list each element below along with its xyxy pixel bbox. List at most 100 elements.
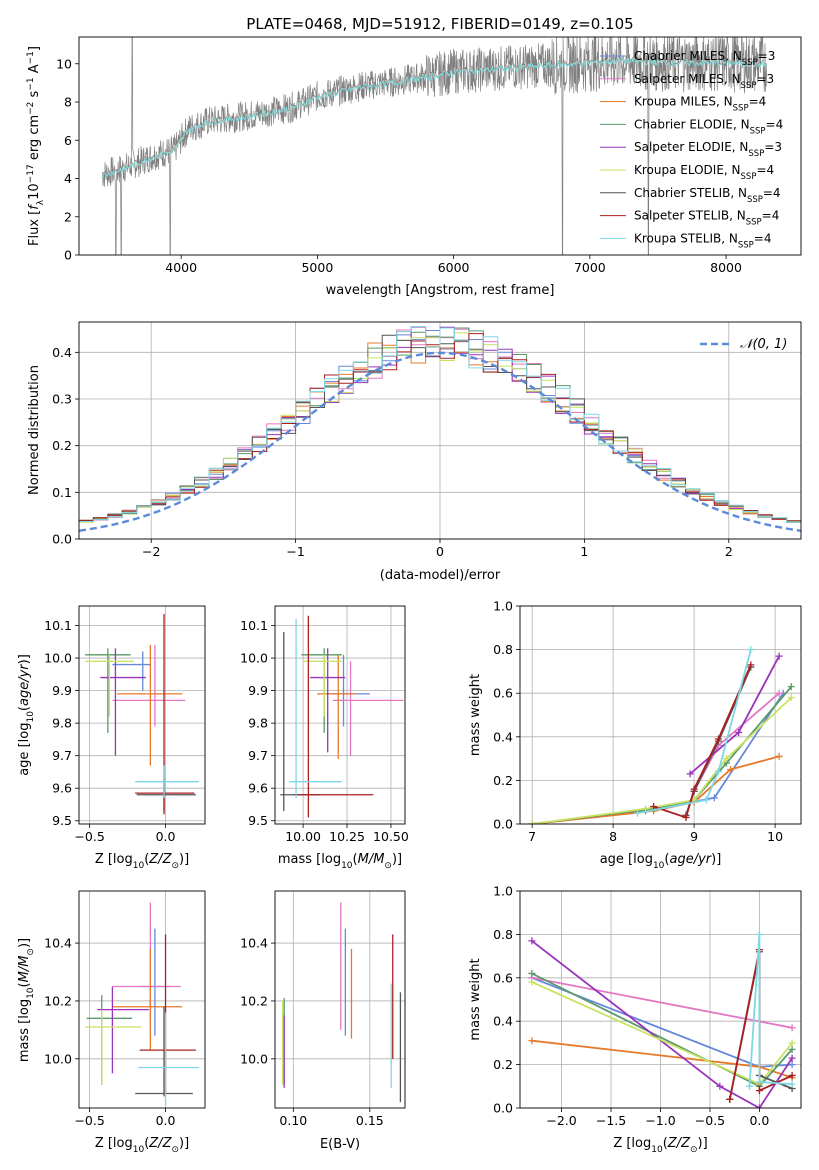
weight-marker xyxy=(755,930,763,938)
legend-entry-value: =4 xyxy=(763,186,781,200)
mass-z-ylabel: mass [log10(M/M⊙)] xyxy=(17,938,36,1062)
residuals-xtick-label: 0 xyxy=(436,544,444,559)
age-mass-xtick-label: 10.25 xyxy=(329,829,365,844)
mass-z-ytick-label: 10.4 xyxy=(44,936,72,951)
weight-z-ytick-label: 0.4 xyxy=(493,1014,513,1029)
residuals-ytick-label: 0.2 xyxy=(52,438,72,453)
legend-entry: Salpeter MILES, NSSP=3 xyxy=(634,72,774,91)
legend-entry-value: =4 xyxy=(754,231,772,245)
residuals-frame xyxy=(78,321,802,540)
weight-z-plot-area xyxy=(528,930,796,1108)
mass-z-ylabel-part: )] xyxy=(17,938,32,948)
legend-entry-name: Salpeter ELODIE, N xyxy=(634,140,748,154)
weight-marker xyxy=(747,661,755,669)
mass-ebv-ytick-label: 10.4 xyxy=(240,936,268,951)
weight-marker xyxy=(722,755,730,763)
mass-ebv-panel: 0.10 0.15 10.0 10.2 10.4 xyxy=(240,890,406,1128)
age-mass-panel: 10.00 10.25 10.50 9.5 9.6 9.7 9.8 9.9 10.0 10.1 ma… xyxy=(240,605,409,871)
spectrum-xtick-label: 5000 xyxy=(301,260,333,275)
age-mass-ytick-label: 9.7 xyxy=(248,748,268,763)
spectrum-ylabel-part: s xyxy=(27,90,42,101)
legend-entry-name: Kroupa ELODIE, N xyxy=(634,163,741,177)
weight-age-ytick-label: 1.0 xyxy=(493,599,513,614)
age-z-ytick-label: 9.6 xyxy=(52,781,72,796)
weight-marker xyxy=(726,1095,734,1103)
spectrum-ylabel-part: −1 xyxy=(26,77,36,90)
age-mass-xlabel-part: ( xyxy=(353,852,358,867)
normal-curve xyxy=(79,351,801,532)
age-z-xlabel-part: )] xyxy=(179,852,189,867)
age-z-xtick-label: 0.0 xyxy=(156,829,176,844)
weight-line xyxy=(531,692,784,824)
spectrum-ylabel-part: A xyxy=(27,64,42,77)
mass-ebv-xtick-label: 0.15 xyxy=(356,1113,384,1128)
spectrum-ytick-label: 8 xyxy=(64,95,72,110)
age-mass-plot-area xyxy=(280,615,404,818)
spectrum-ylabel-part: ] xyxy=(27,46,42,51)
legend-entry-sub: SSP xyxy=(742,58,758,68)
weight-line xyxy=(531,1039,793,1079)
weight-z-xlabel-part: ( xyxy=(663,1136,668,1151)
mass-z-plot-area xyxy=(85,902,199,1106)
weight-age-xlabel: age [log10(age/yr)] xyxy=(600,852,722,871)
age-mass-frame xyxy=(274,605,406,825)
residuals-xlabel: (data-model)/error xyxy=(380,568,501,583)
model-spectrum-line xyxy=(101,56,767,179)
age-z-ytick-label: 10.1 xyxy=(44,618,72,633)
weight-line xyxy=(689,655,780,775)
mass-z-xlabel-part: Z [log xyxy=(95,1136,133,1151)
age-z-ytick-label: 10.0 xyxy=(44,651,72,666)
age-z-xlabel-part: Z [log xyxy=(95,852,133,867)
weight-marker xyxy=(714,768,722,776)
weight-z-frame xyxy=(519,890,802,1109)
weight-marker xyxy=(650,803,658,811)
weight-marker xyxy=(710,794,718,802)
mass-z-ylabel-part: M/M xyxy=(17,956,32,983)
weight-z-xtick-label: −2.0 xyxy=(546,1113,576,1128)
age-mass-xtick-label: 10.50 xyxy=(373,829,409,844)
age-mass-xlabel: mass [log10(M/M⊙)] xyxy=(278,852,402,871)
mass-z-ytick-label: 10.0 xyxy=(44,1051,72,1066)
weight-marker xyxy=(787,694,795,702)
age-mass-xlabel-part: M/M xyxy=(358,852,385,867)
weight-z-xtick-label: −0.5 xyxy=(695,1113,725,1128)
legend-normal-label: 𝒩(0, 1) xyxy=(740,337,787,352)
figure-title: PLATE=0468, MJD=51912, FIBERID=0149, z=0… xyxy=(246,15,633,33)
legend-entry: Chabrier MILES, NSSP=3 xyxy=(634,49,775,68)
spectrum-ylabel-part: −17 xyxy=(26,164,36,183)
spectrum-plot-area xyxy=(101,37,768,255)
spectrum-ylabel-part: 10 xyxy=(27,183,42,200)
legend-entry-value: =3 xyxy=(758,49,776,63)
legend-entry-name: Chabrier ELODIE, N xyxy=(634,117,750,131)
age-z-ylabel-part: age/yr xyxy=(17,663,32,706)
age-z-ylabel-part: )] xyxy=(17,654,32,664)
spectrum-ylabel-part: −2 xyxy=(26,102,36,115)
mass-z-ylabel-part: ( xyxy=(17,982,32,987)
mass-z-xtick-label: −0.5 xyxy=(74,1113,104,1128)
weight-z-ytick-label: 0.2 xyxy=(493,1057,513,1072)
weight-line xyxy=(748,934,793,1087)
weight-z-xtick-label: −1.0 xyxy=(645,1113,675,1128)
mass-z-xlabel-part: ( xyxy=(144,1136,149,1151)
residuals-xtick-label: 2 xyxy=(725,544,733,559)
legend-entry: Chabrier STELIB, NSSP=4 xyxy=(634,186,781,205)
spectrum-xtick-label: 8000 xyxy=(710,260,742,275)
age-z-ytick-label: 9.5 xyxy=(52,813,72,828)
mass-z-ylabel-part: 10 xyxy=(26,987,36,999)
weight-z-ytick-label: 0.6 xyxy=(493,970,513,985)
weight-z-xlabel: Z [log10(Z/Z⊙)] xyxy=(613,1136,707,1155)
legend-entry-value: =3 xyxy=(764,140,782,154)
mass-z-xtick-label: 0.0 xyxy=(156,1113,176,1128)
age-z-frame xyxy=(78,605,206,825)
mass-ebv-plot-area xyxy=(281,902,402,1103)
weight-age-ytick-label: 0.2 xyxy=(493,773,513,788)
age-z-xlabel-part: ( xyxy=(144,852,149,867)
legend-entry-name: Chabrier STELIB, N xyxy=(634,186,747,200)
spectrum-ytick-label: 2 xyxy=(64,209,72,224)
residuals-xtick-label: −2 xyxy=(142,544,160,559)
weight-marker xyxy=(788,1071,796,1079)
weight-marker xyxy=(775,689,783,697)
mass-z-xlabel-part: Z/Z xyxy=(148,1136,172,1151)
weight-z-ytick-label: 0.0 xyxy=(493,1101,513,1116)
